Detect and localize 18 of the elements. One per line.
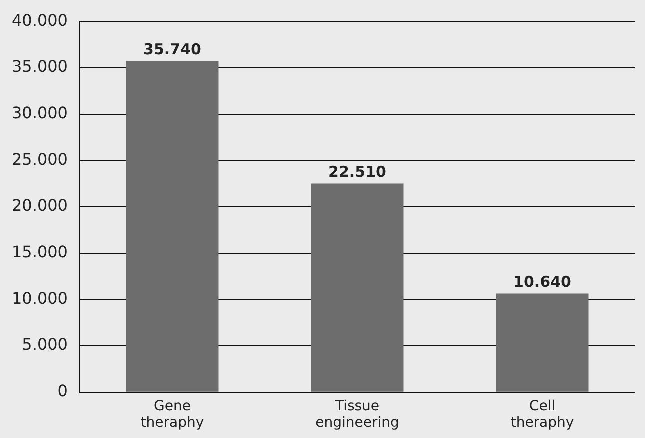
y-tick-label: 15.000 — [12, 242, 68, 262]
y-tick-label: 30.000 — [12, 103, 68, 122]
bar — [496, 294, 589, 392]
y-tick-label: 20.000 — [12, 196, 68, 216]
data-label: 22.510 — [328, 163, 386, 182]
y-tick-label: 35.000 — [12, 57, 68, 76]
bar — [311, 184, 404, 392]
data-label: 10.640 — [514, 273, 572, 292]
x-tick-label: Cell theraphy — [510, 398, 574, 432]
y-tick-label: 25.000 — [12, 150, 68, 169]
y-tick-label: 5.000 — [22, 335, 68, 354]
bar — [126, 61, 219, 392]
y-tick-label: 10.000 — [12, 288, 68, 308]
x-tick-label: Gene theraphy — [140, 398, 204, 432]
y-tick-label: 0 — [58, 382, 68, 401]
x-tick-label: Tissue engineering — [316, 398, 400, 432]
data-label: 35.740 — [144, 40, 202, 58]
y-tick-label: 40.000 — [12, 10, 68, 30]
